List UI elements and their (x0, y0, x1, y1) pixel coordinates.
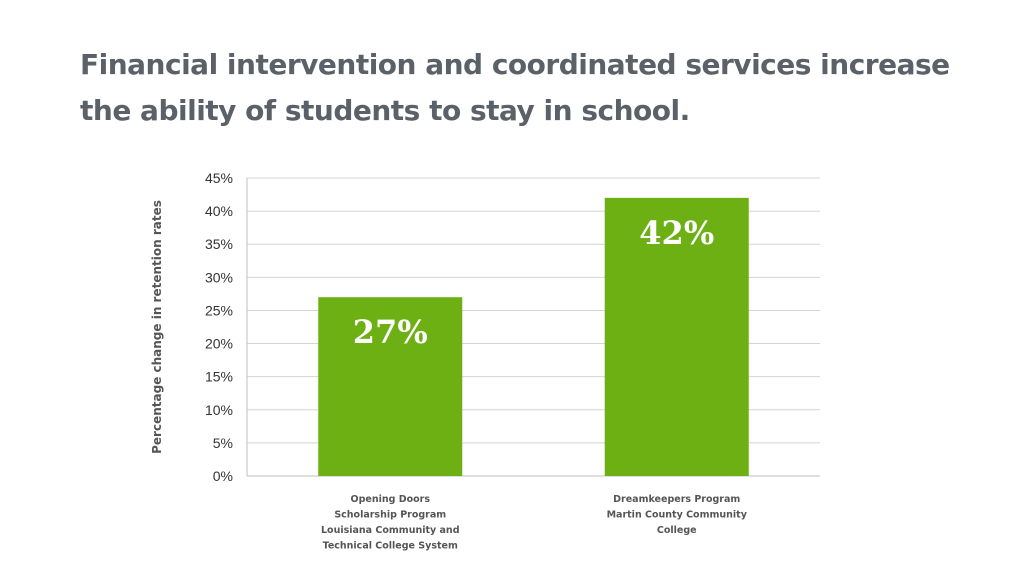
y-tick-label: 0% (213, 468, 233, 484)
slide-title: Financial intervention and coordinated s… (80, 48, 950, 127)
x-category-label-line: Martin County Community (607, 510, 748, 521)
y-tick-label: 30% (205, 269, 233, 285)
x-category-label-line: Dreamkeepers Program (613, 494, 740, 505)
y-tick-label: 25% (205, 302, 233, 318)
bar-data-label: 42% (639, 214, 714, 252)
x-category-label-line: College (657, 525, 697, 536)
y-tick-label: 40% (205, 203, 233, 219)
x-category-label-line: Louisiana Community and (321, 525, 460, 536)
x-category-label: Dreamkeepers Program Martin County Commun… (607, 494, 748, 536)
y-axis-title: Percentage change in retention rates (150, 200, 164, 454)
y-tick-label: 45% (205, 170, 233, 186)
y-tick-label: 5% (213, 435, 233, 451)
y-tick-label: 10% (205, 402, 233, 418)
bar-data-label: 27% (353, 313, 428, 351)
y-tick-label: 15% (205, 369, 233, 385)
x-category-label-line: Opening Doors (351, 494, 431, 505)
x-category-label: Opening Doors Scholarship Program Louisian… (321, 494, 460, 552)
y-tick-label: 20% (205, 336, 233, 352)
x-category-label-line: Scholarship Program (334, 510, 446, 521)
bar (604, 197, 749, 476)
y-tick-label: 35% (205, 236, 233, 252)
bar (318, 297, 463, 476)
x-category-label-line: Technical College System (323, 541, 458, 552)
